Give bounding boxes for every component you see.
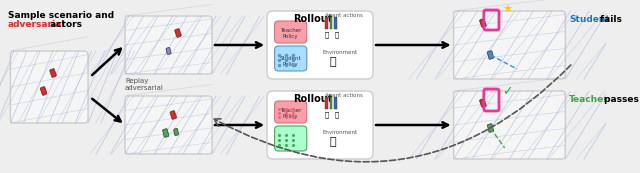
Bar <box>324 97 328 109</box>
Text: Rollout: Rollout <box>292 94 332 104</box>
Text: Replay
adversarial: Replay adversarial <box>125 78 164 91</box>
Text: Teacher
Policy: Teacher Policy <box>280 28 301 39</box>
Text: fails: fails <box>598 15 622 24</box>
Bar <box>330 17 332 29</box>
Text: 🔒: 🔒 <box>334 112 339 118</box>
FancyArrowPatch shape <box>214 65 571 162</box>
FancyBboxPatch shape <box>125 96 212 154</box>
Text: passes: passes <box>601 95 639 104</box>
Text: 🚶: 🚶 <box>324 112 329 118</box>
Text: ✓: ✓ <box>502 85 513 98</box>
FancyBboxPatch shape <box>454 11 565 79</box>
Text: Student: Student <box>569 15 610 24</box>
FancyBboxPatch shape <box>125 16 212 74</box>
Bar <box>334 17 337 29</box>
FancyBboxPatch shape <box>488 124 493 132</box>
FancyBboxPatch shape <box>173 129 179 135</box>
Text: ★: ★ <box>502 5 512 15</box>
Bar <box>324 17 328 29</box>
Text: Student
Policy: Student Policy <box>280 56 301 67</box>
Bar <box>330 97 332 109</box>
FancyBboxPatch shape <box>10 51 88 123</box>
Text: Environment: Environment <box>323 50 358 55</box>
FancyBboxPatch shape <box>267 91 373 159</box>
Text: 🌍: 🌍 <box>330 137 336 147</box>
FancyBboxPatch shape <box>479 19 486 27</box>
Text: Environment: Environment <box>323 130 358 135</box>
FancyBboxPatch shape <box>479 99 486 107</box>
FancyBboxPatch shape <box>454 91 565 159</box>
FancyBboxPatch shape <box>275 21 307 43</box>
Text: Rollout: Rollout <box>292 14 332 24</box>
Text: 🔒: 🔒 <box>334 32 339 38</box>
FancyBboxPatch shape <box>50 69 56 77</box>
FancyBboxPatch shape <box>166 47 171 54</box>
Text: Agent actions: Agent actions <box>324 13 363 18</box>
FancyBboxPatch shape <box>163 129 169 137</box>
Text: Sample scenario and: Sample scenario and <box>8 11 114 20</box>
FancyBboxPatch shape <box>170 111 177 119</box>
Bar <box>334 97 337 109</box>
FancyBboxPatch shape <box>267 11 373 79</box>
Text: 🚶: 🚶 <box>324 32 329 38</box>
Text: actors: actors <box>47 20 82 29</box>
FancyBboxPatch shape <box>40 87 47 95</box>
Text: Agent actions: Agent actions <box>324 93 363 98</box>
Text: adversarial: adversarial <box>8 20 65 29</box>
Text: 🌍: 🌍 <box>330 57 336 67</box>
Text: Teacher: Teacher <box>569 95 609 104</box>
FancyBboxPatch shape <box>488 51 493 59</box>
Text: Teacher
Policy: Teacher Policy <box>280 108 301 119</box>
FancyBboxPatch shape <box>175 29 181 37</box>
FancyBboxPatch shape <box>275 126 307 151</box>
FancyBboxPatch shape <box>275 101 307 123</box>
FancyBboxPatch shape <box>275 46 307 71</box>
